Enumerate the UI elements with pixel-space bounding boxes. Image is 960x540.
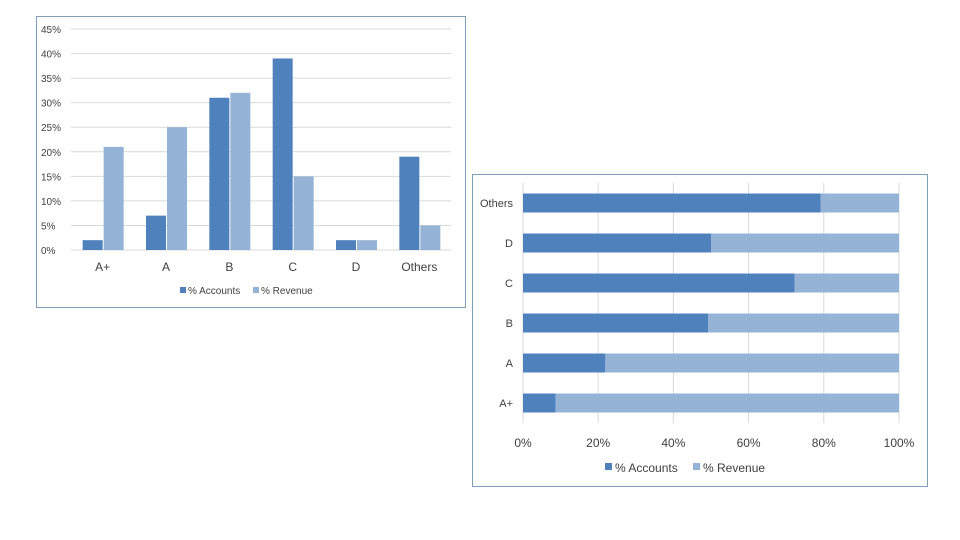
- bar-C-% Accounts: [523, 273, 795, 293]
- y-tick-label: 30%: [41, 99, 61, 110]
- y-tick-label: C: [505, 278, 513, 290]
- y-tick-label: B: [506, 318, 513, 330]
- y-tick-label: 45%: [41, 25, 61, 36]
- y-tick-label: A: [506, 358, 514, 370]
- x-tick-label: 40%: [661, 436, 685, 450]
- y-tick-label: 25%: [41, 123, 61, 134]
- bar-A-% Accounts: [523, 353, 606, 373]
- bar-C-% Accounts: [272, 58, 293, 250]
- y-tick-label: 35%: [41, 74, 61, 85]
- y-tick-label: 5%: [41, 221, 56, 232]
- y-tick-label: 20%: [41, 148, 61, 159]
- bar-B-% Accounts: [209, 97, 230, 250]
- x-tick-label: A: [162, 260, 170, 274]
- x-tick-label: Others: [401, 260, 437, 274]
- x-tick-label: 100%: [884, 436, 915, 450]
- x-tick-label: 80%: [812, 436, 836, 450]
- x-tick-label: D: [352, 260, 361, 274]
- bar-A-% Revenue: [605, 353, 899, 373]
- x-tick-label: 0%: [514, 436, 532, 450]
- legend-swatch: [605, 463, 612, 470]
- y-tick-label: D: [505, 238, 513, 250]
- legend-label: % Revenue: [703, 461, 765, 475]
- y-tick-label: Others: [480, 198, 514, 210]
- y-tick-label: 40%: [41, 50, 61, 61]
- y-tick-label: 15%: [41, 172, 61, 183]
- bar-Others-% Revenue: [420, 225, 441, 250]
- legend-swatch: [180, 287, 186, 293]
- bar-B-% Revenue: [230, 92, 251, 250]
- bar-chart-svg: 0% 20% 40% 60% 80% 100% A+ A B C D Others % Accounts…: [480, 183, 915, 475]
- legend-label: % Revenue: [261, 286, 313, 297]
- bar-B-% Accounts: [523, 313, 708, 333]
- legend-label: % Accounts: [188, 286, 240, 297]
- legend-swatch: [253, 287, 259, 293]
- bar-D-% Revenue: [711, 233, 899, 253]
- bar-A+-% Revenue: [103, 146, 124, 250]
- legend-swatch: [693, 463, 700, 470]
- bar-A+-% Accounts: [82, 240, 103, 250]
- bar-C-% Revenue: [794, 273, 899, 293]
- bar-D-% Revenue: [357, 240, 377, 250]
- bar-A+-% Revenue: [555, 393, 899, 413]
- stacked-bar-chart: 0% 20% 40% 60% 80% 100% A+ A B C D Others % Accounts…: [472, 174, 928, 487]
- x-tick-label: A+: [95, 260, 110, 274]
- x-tick-label: B: [225, 260, 233, 274]
- y-tick-label: 10%: [41, 197, 61, 208]
- bar-A-% Accounts: [146, 215, 166, 250]
- legend-label: % Accounts: [615, 461, 678, 475]
- clustered-column-chart: 0% 5% 10% 15% 20% 25% 30% 35% 40% 45% A+ A B C D Others…: [36, 16, 466, 308]
- bar-C-% Revenue: [293, 176, 314, 250]
- y-tick-label: 0%: [41, 246, 56, 257]
- x-tick-label: C: [288, 260, 297, 274]
- x-tick-label: 60%: [737, 436, 761, 450]
- bar-Others-% Accounts: [399, 156, 420, 250]
- bar-A-% Revenue: [167, 127, 187, 250]
- bar-A+-% Accounts: [523, 393, 556, 413]
- x-tick-label: 20%: [586, 436, 610, 450]
- bar-D-% Accounts: [523, 233, 711, 253]
- bar-Others-% Accounts: [523, 193, 821, 213]
- column-chart-svg: 0% 5% 10% 15% 20% 25% 30% 35% 40% 45% A+ A B C D Others…: [41, 25, 451, 297]
- bar-Others-% Revenue: [820, 193, 899, 213]
- bar-B-% Revenue: [707, 313, 899, 333]
- y-tick-label: A+: [499, 398, 513, 410]
- bar-D-% Accounts: [336, 240, 356, 250]
